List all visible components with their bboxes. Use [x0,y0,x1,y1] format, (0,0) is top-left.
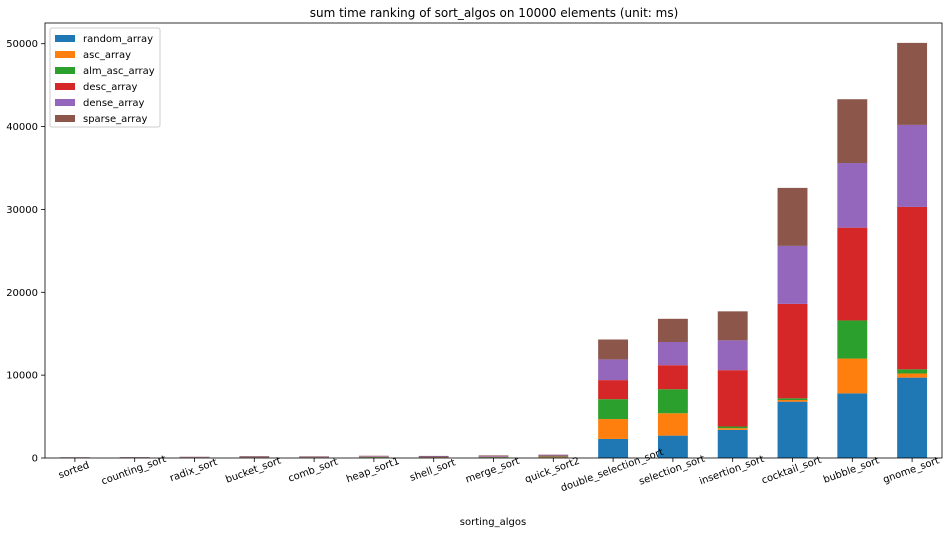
x-tick-label: gnome_sort [882,455,941,486]
bar-segment [777,303,808,399]
bar-segment [598,419,629,439]
x-tick-label: cocktail_sort [760,455,823,487]
bar-segment [717,311,748,341]
bar-segment [897,373,928,378]
bar-segment [657,365,688,390]
legend-label: random_array [83,34,153,45]
bar-segment [657,318,688,342]
bar-segment [538,455,569,457]
bar-segment [837,320,868,359]
x-tick-label: radix_sort [168,457,218,484]
bar-segment [897,206,928,370]
legend-label: asc_array [83,50,131,61]
legend-swatch [55,115,75,122]
x-tick-label: merge_sort [464,456,521,486]
bar-segment [717,370,748,427]
bar-segment [717,428,748,430]
bar-segment [598,399,629,420]
bar-segment [777,187,808,246]
bar-segment [897,369,928,374]
bar-segment [837,358,868,394]
x-tick-label: comb_sort [287,457,340,485]
bars-group [59,42,928,458]
bar-segment [777,398,808,400]
bar-segment [897,42,928,125]
bar-segment [777,245,808,304]
bar-segment [837,163,868,228]
legend-swatch [55,51,75,58]
y-axis: 0 10000 20000 30000 40000 50000 [6,39,45,465]
bar-segment [837,393,868,458]
bar-segment [897,377,928,458]
y-tick-label: 20000 [6,288,38,299]
bar-segment [598,359,629,381]
legend-label: alm_asc_array [83,66,155,77]
x-axis-label: sorting_algos [460,517,526,528]
legend-label: desc_array [83,82,138,93]
x-tick-label: insertion_sort [698,454,766,488]
bar-segment [478,455,509,457]
bar-segment [598,438,629,458]
legend-swatch [55,99,75,106]
y-tick-label: 30000 [6,205,38,216]
x-axis: sorted counting_sort radix_sort bucket_sort… [57,447,941,494]
x-tick-label: shell_sort [409,457,458,484]
bar-segment [478,456,509,457]
bar-segment [837,99,868,164]
bar-segment [837,227,868,321]
y-tick-label: 40000 [6,122,38,133]
legend-label: dense_array [83,98,145,109]
bar-segment [717,426,748,429]
legend: random_array asc_array alm_asc_array desc_a… [49,27,161,128]
legend-box [49,27,161,128]
bar-segment [657,389,688,414]
x-tick-label: bubble_sort [822,455,881,485]
bar-segment [418,455,449,457]
bar-segment [598,380,629,400]
y-tick-label: 10000 [6,371,38,382]
bar-segment [598,339,629,360]
bar-segment [717,340,748,371]
legend-label: sparse_array [83,114,147,125]
x-tick-label: heap_sort1 [345,456,401,485]
bar-segment [538,454,569,456]
chart-title: sum time ranking of sort_algos on 10000 … [310,6,679,20]
bar-segment [777,401,808,458]
bar-segment [657,342,688,366]
legend-swatch [55,67,75,74]
x-tick-label: bucket_sort [224,456,282,486]
x-tick-label: sorted [57,460,91,481]
legend-swatch [55,35,75,42]
bar-segment [717,429,748,458]
y-tick-label: 50000 [6,39,38,50]
bar-segment [657,413,688,436]
bar-segment [657,435,688,458]
bar-segment [777,400,808,402]
y-tick-label: 0 [32,454,38,465]
legend-swatch [55,83,75,90]
bar-segment [897,124,928,207]
x-tick-label: counting_sort [100,454,168,488]
